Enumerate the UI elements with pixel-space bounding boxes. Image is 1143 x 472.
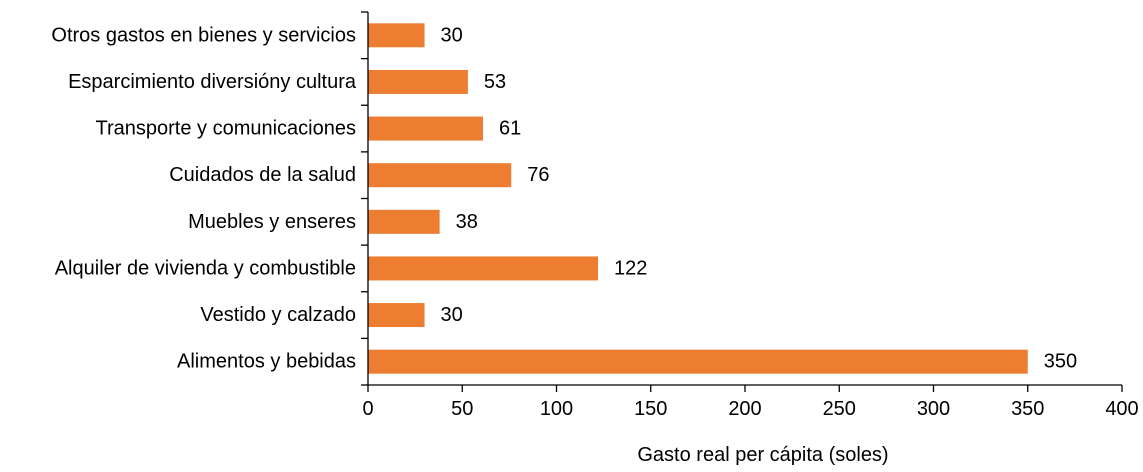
data-label: 38: [456, 211, 478, 233]
data-label: 61: [499, 118, 521, 140]
bar: [368, 209, 440, 234]
category-label: Vestido y calzado: [200, 304, 356, 326]
data-label: 30: [441, 24, 463, 46]
data-label: 76: [527, 164, 549, 186]
data-label: 30: [441, 304, 463, 326]
x-tick-label: 150: [634, 398, 667, 420]
category-label: Alimentos y bebidas: [177, 351, 356, 373]
bar: [368, 69, 468, 94]
x-tick-label: 300: [917, 398, 950, 420]
x-axis-title: Gasto real per cápita (soles): [637, 444, 888, 466]
category-label: Muebles y enseres: [188, 211, 356, 233]
data-label: 53: [484, 71, 506, 93]
category-label: Cuidados de la salud: [169, 164, 356, 186]
x-tick-label: 100: [540, 398, 573, 420]
data-label: 122: [614, 257, 647, 279]
bar: [368, 23, 425, 48]
bar: [368, 256, 598, 281]
x-tick-label: 50: [451, 398, 473, 420]
labels-layer: Otros gastos en bienes y servicios 30 Espa…: [51, 11, 1139, 420]
category-label: Esparcimiento diversióny cultura: [68, 71, 357, 93]
bar: [368, 163, 512, 188]
x-tick-label: 200: [728, 398, 761, 420]
category-label: Alquiler de vivienda y combustible: [55, 257, 356, 279]
category-label: Otros gastos en bienes y servicios: [51, 24, 356, 46]
bar: [368, 116, 483, 141]
data-label: 350: [1044, 351, 1077, 373]
x-tick-label: 400: [1105, 398, 1138, 420]
x-tick-label: 0: [362, 398, 373, 420]
x-tick-label: 250: [823, 398, 856, 420]
category-label: Transporte y comunicaciones: [96, 118, 357, 140]
axes-layer: [367, 12, 1122, 386]
bar: [368, 303, 425, 328]
x-tick-label: 350: [1011, 398, 1044, 420]
bar: [368, 349, 1028, 374]
bars-layer: [368, 23, 1028, 374]
